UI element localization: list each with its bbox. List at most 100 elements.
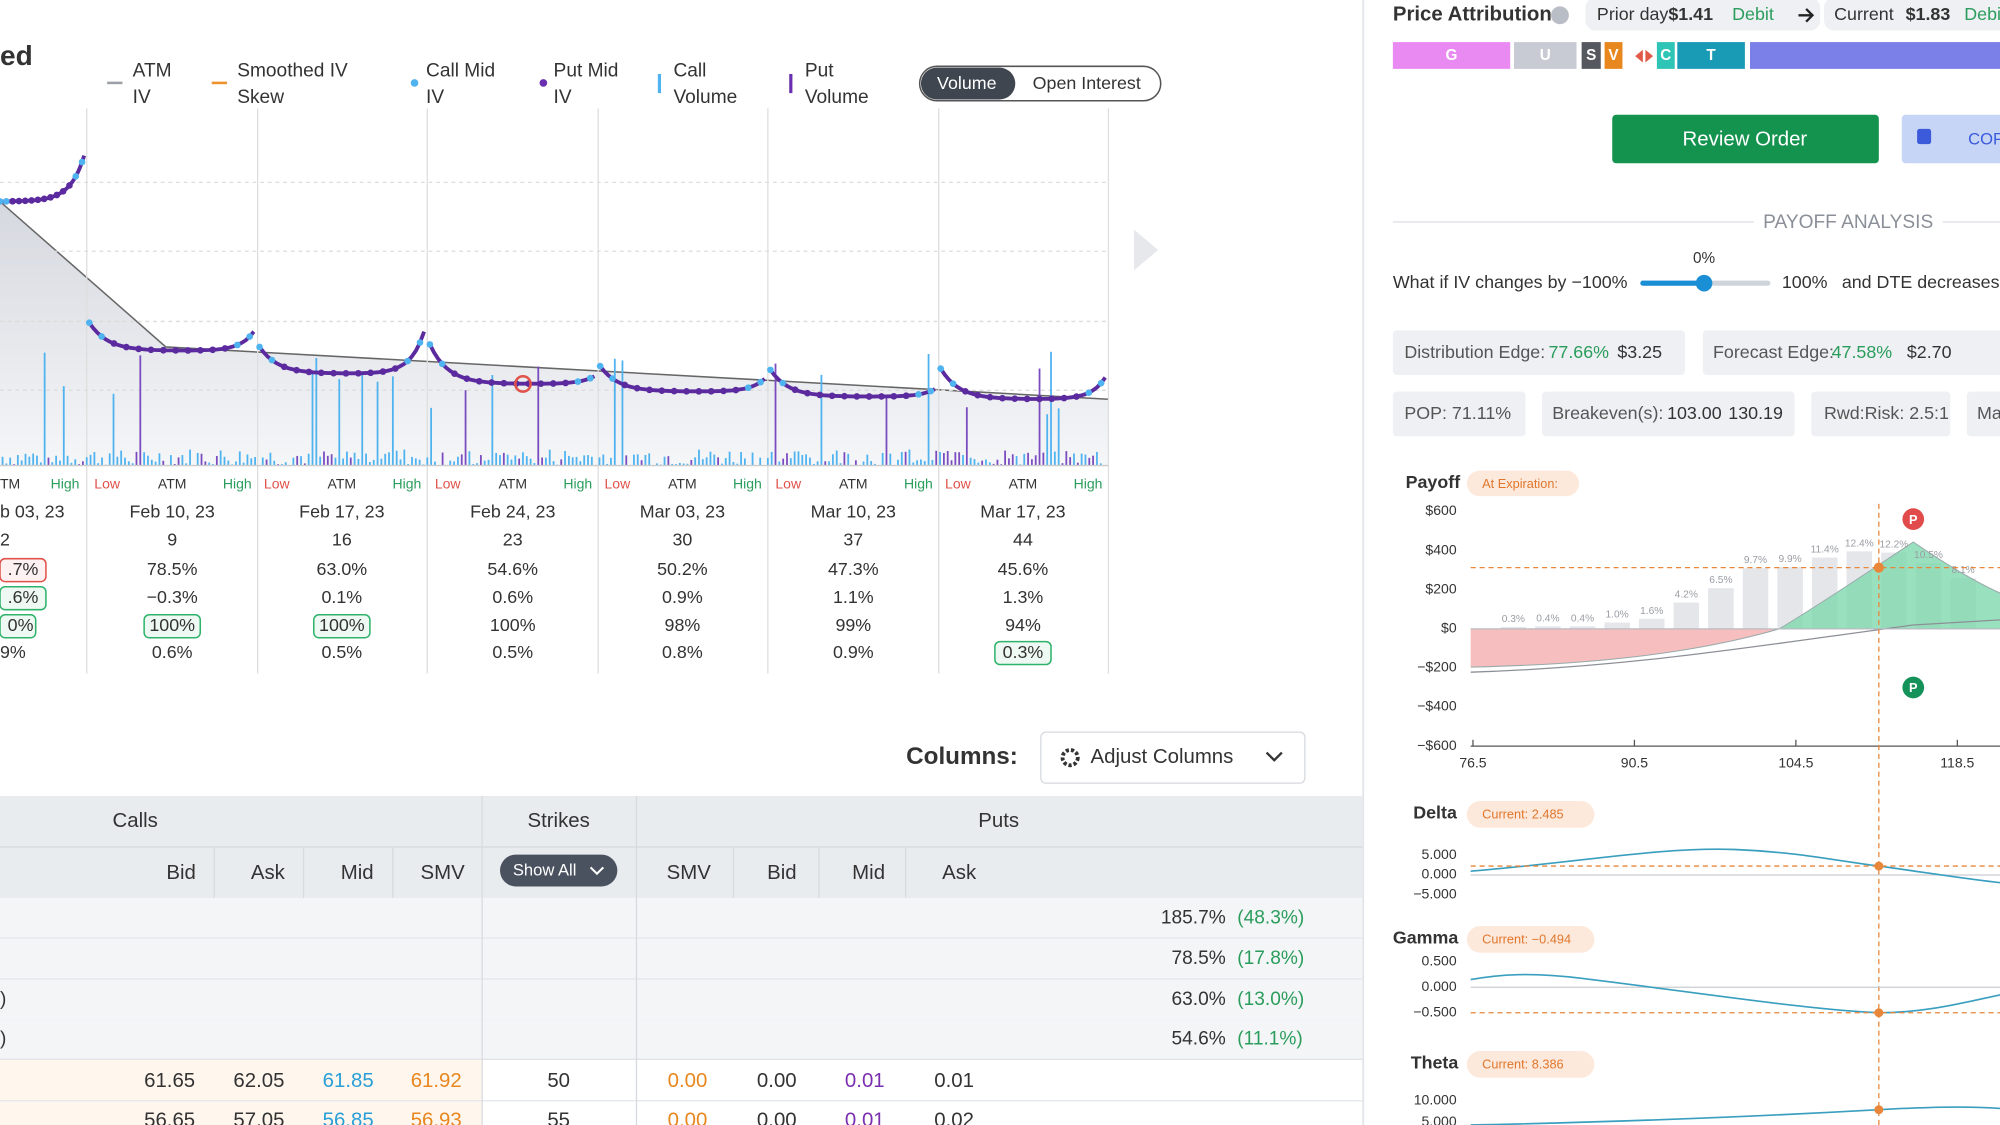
iv-dot bbox=[66, 182, 73, 189]
toggle-active[interactable] bbox=[920, 67, 1016, 100]
range-label: High bbox=[904, 475, 933, 491]
stat-text: Distribution Edge: bbox=[1404, 342, 1545, 362]
iv-dot bbox=[707, 387, 715, 395]
greek-dot bbox=[1874, 861, 1884, 871]
iv-dot bbox=[354, 369, 362, 377]
cell-highlight bbox=[0, 585, 47, 611]
iv-dot bbox=[878, 393, 885, 400]
probability-label: 1.0% bbox=[1606, 610, 1629, 621]
probability-label: 8.1% bbox=[1951, 565, 1974, 576]
iv-dot bbox=[658, 387, 666, 395]
iv-dot bbox=[293, 366, 300, 374]
toggle-option[interactable]: Open Interest bbox=[1033, 73, 1141, 93]
summary-row bbox=[0, 1019, 1363, 1060]
probability-bar bbox=[1638, 618, 1665, 629]
column-header: Mid bbox=[341, 862, 374, 884]
probability-bar bbox=[1500, 626, 1527, 629]
iv-dot bbox=[633, 384, 641, 392]
cell-value: 0.6% bbox=[492, 587, 533, 607]
segment-label: T bbox=[1706, 47, 1716, 64]
legend-label: ATM bbox=[133, 60, 172, 81]
slider-max: 100% bbox=[1782, 272, 1828, 292]
attribution-segment bbox=[1656, 42, 1675, 69]
iv-dot bbox=[1097, 379, 1105, 387]
probability-label: 10.5% bbox=[1914, 550, 1943, 561]
iv-dot bbox=[78, 158, 86, 166]
greek-curve bbox=[1470, 973, 2000, 1014]
cell-value: b 03, 23 bbox=[0, 501, 65, 521]
slider-knob[interactable] bbox=[1695, 274, 1713, 292]
iv-dot bbox=[122, 343, 130, 351]
stat-box bbox=[1811, 391, 1951, 437]
cell-value: 62.05 bbox=[233, 1070, 284, 1092]
iv-dot bbox=[98, 333, 105, 340]
iv-dot bbox=[40, 195, 48, 203]
cell-value: 0.6% bbox=[152, 642, 193, 662]
cell-value: 9% bbox=[0, 642, 26, 662]
range-label: Low bbox=[435, 475, 462, 491]
range-label: High bbox=[1074, 475, 1103, 491]
cell-value: 185.7% bbox=[1161, 907, 1226, 928]
cell-value: 45.6% bbox=[998, 559, 1049, 579]
iv-dot bbox=[463, 375, 471, 383]
legend-label: Smoothed IV bbox=[237, 60, 348, 81]
probability-bar bbox=[1673, 602, 1700, 629]
scroll-arrow[interactable] bbox=[1133, 229, 1159, 271]
range-label: High bbox=[392, 475, 421, 491]
chart-title: Payoff bbox=[1406, 472, 1461, 492]
range-label: ATM bbox=[328, 475, 357, 491]
badge bbox=[1466, 801, 1595, 828]
skew-line bbox=[0, 200, 1109, 400]
cell-value: 55 bbox=[547, 1110, 570, 1125]
range-label: High bbox=[563, 475, 592, 491]
cell-value: 54.6% bbox=[1172, 1029, 1226, 1050]
stat-text: $2.70 bbox=[1907, 342, 1952, 362]
label: Prior day bbox=[1597, 4, 1668, 24]
iv-dot bbox=[110, 340, 118, 347]
label: Current bbox=[1834, 4, 1894, 24]
stat-text: Forecast Edge: bbox=[1713, 342, 1834, 362]
button-label[interactable]: COP bbox=[1968, 130, 2000, 149]
iv-dot bbox=[1036, 395, 1043, 403]
cell-highlight bbox=[994, 640, 1052, 666]
show-all-button[interactable] bbox=[500, 854, 618, 887]
cell-value: 57.05 bbox=[233, 1110, 284, 1125]
y-tick-label: 0.000 bbox=[1422, 978, 1457, 994]
probability-label: 12.2% bbox=[1879, 540, 1908, 551]
greek-title: Delta bbox=[1413, 802, 1458, 822]
iv-dot bbox=[853, 393, 861, 400]
cell-value: 0.00 bbox=[668, 1110, 708, 1125]
iv-dot bbox=[147, 346, 155, 354]
button-label[interactable]: Show All bbox=[513, 861, 577, 880]
legend-label: IV bbox=[554, 87, 572, 108]
value: $1.41 bbox=[1668, 4, 1713, 24]
toggle-option[interactable]: Volume bbox=[937, 73, 997, 93]
iv-dot bbox=[488, 379, 495, 386]
review-order-button[interactable] bbox=[1612, 114, 1879, 164]
cell-value: (13.0%) bbox=[1237, 989, 1304, 1010]
column-header: Bid bbox=[767, 862, 796, 884]
probability-label: 1.6% bbox=[1640, 606, 1663, 617]
iv-dot bbox=[475, 377, 483, 385]
summary-row bbox=[0, 938, 1363, 979]
iv-dot bbox=[902, 392, 910, 400]
segment-label: G bbox=[1446, 47, 1458, 64]
cell-highlight bbox=[143, 614, 202, 639]
iv-dot bbox=[949, 380, 957, 387]
iv-dot bbox=[1085, 389, 1093, 397]
button-label[interactable]: Review Order bbox=[1683, 129, 1808, 151]
range-label: High bbox=[733, 475, 762, 491]
stat-box bbox=[1392, 330, 1685, 375]
segment-label: V bbox=[1608, 47, 1619, 64]
cell-value: 56.85 bbox=[323, 1110, 374, 1125]
iv-dot bbox=[586, 374, 594, 382]
iv-dot bbox=[779, 379, 787, 387]
cell-value: 9 bbox=[167, 530, 177, 550]
button-label[interactable]: Adjust Columns bbox=[1091, 746, 1234, 768]
iv-dot bbox=[596, 362, 604, 370]
copy-button[interactable] bbox=[1901, 114, 2000, 164]
adjust-columns-button[interactable] bbox=[1040, 731, 1306, 784]
price-dot bbox=[1873, 562, 1884, 573]
x-tick-label: 104.5 bbox=[1778, 755, 1813, 771]
